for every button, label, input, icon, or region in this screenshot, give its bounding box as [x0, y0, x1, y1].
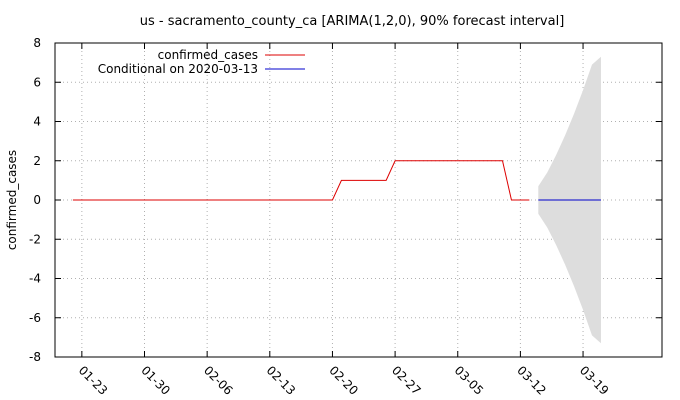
x-tick-label: 03-05 [452, 363, 487, 398]
y-tick-label: -4 [29, 272, 41, 286]
legend-entry-label: Conditional on 2020-03-13 [98, 62, 258, 76]
x-tick-label: 02-13 [264, 363, 299, 398]
y-tick-label: -6 [29, 311, 41, 325]
y-axis-ticks: -8 -6 -4 -2 0 2 4 6 8 [29, 36, 662, 364]
x-tick-label: 01-30 [138, 363, 173, 398]
x-tick-label: 02-27 [389, 363, 424, 398]
x-tick-label: 02-06 [201, 363, 236, 398]
y-tick-label: 4 [33, 115, 41, 129]
y-tick-label: -8 [29, 350, 41, 364]
y-tick-label: 8 [33, 36, 41, 50]
legend-entry-label: confirmed_cases [158, 48, 258, 62]
x-tick-label: 02-20 [326, 363, 361, 398]
chart-title: us - sacramento_county_ca [ARIMA(1,2,0),… [140, 14, 565, 29]
confirmed-cases-line [72, 160, 530, 201]
series-lines [72, 160, 601, 201]
x-tick-label: 03-12 [514, 363, 549, 398]
x-tick-label: 03-19 [577, 363, 612, 398]
x-tick-label: 01-23 [76, 363, 111, 398]
y-tick-label: 6 [33, 75, 41, 89]
x-axis-ticks: 01-23 01-30 02-06 02-13 02-20 02-27 03-05 03-12… [76, 43, 612, 398]
y-axis-label: confirmed_cases [5, 150, 19, 250]
y-tick-label: -2 [29, 232, 41, 246]
y-tick-label: 0 [33, 193, 41, 207]
y-tick-label: 2 [33, 154, 41, 168]
